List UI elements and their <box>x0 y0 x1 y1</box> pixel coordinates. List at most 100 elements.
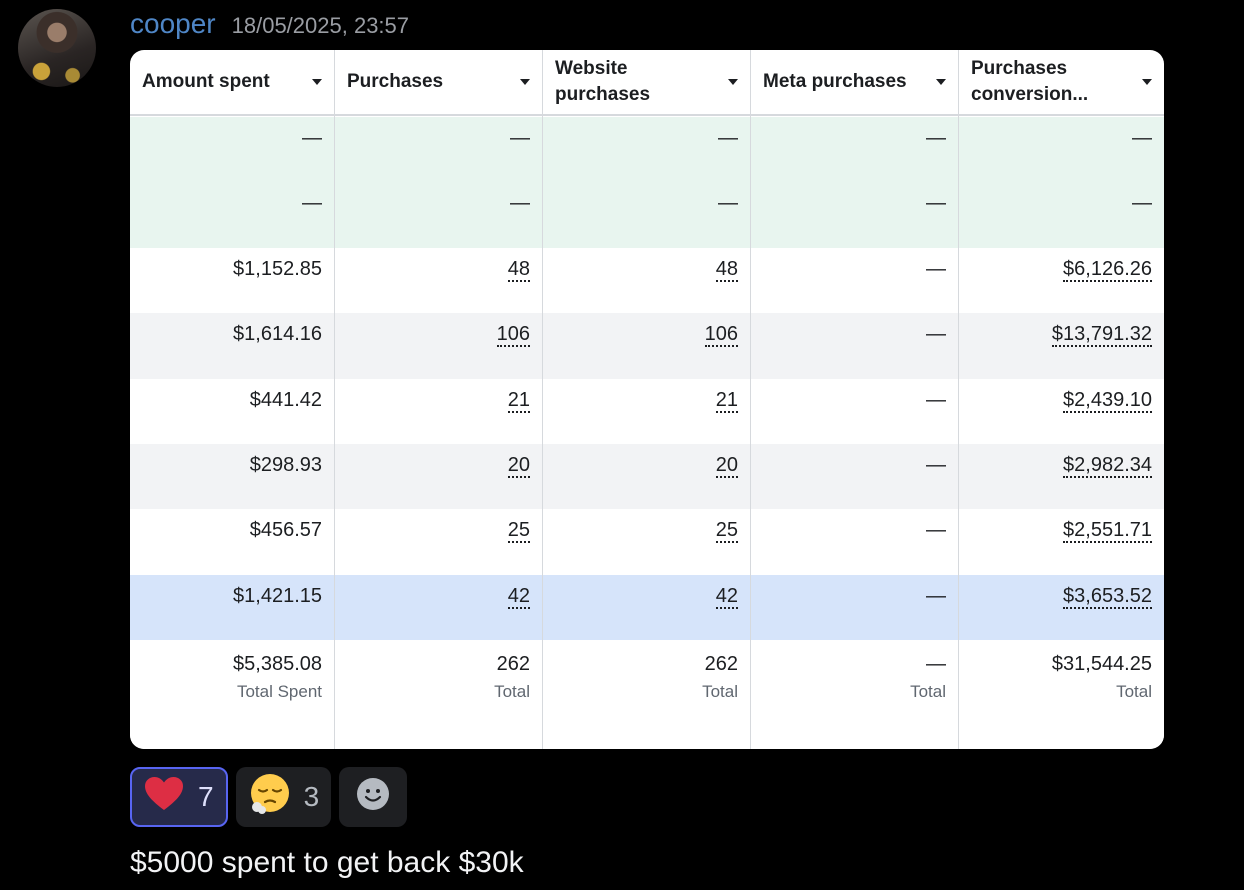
cell-link[interactable]: $2,982.34 <box>1063 454 1152 478</box>
total-value: 262 <box>704 653 738 675</box>
table-cell: $298.93 <box>130 444 334 509</box>
cell-value: — <box>926 257 946 280</box>
cell-link[interactable]: 42 <box>715 584 738 609</box>
total-cell: $31,544.25 Total <box>959 641 1164 749</box>
cell-value: — <box>926 454 946 476</box>
avatar[interactable] <box>18 9 96 87</box>
cell-value: — <box>302 192 322 215</box>
table-cell: — <box>543 182 750 247</box>
table-cell[interactable]: $13,791.32 <box>959 313 1164 378</box>
table-header: Amount spent Purchases Website purchases… <box>130 50 1164 116</box>
table-cell[interactable]: 106 <box>335 313 542 378</box>
table-cell: — <box>751 509 958 574</box>
table-cell[interactable]: 42 <box>543 575 750 640</box>
table-cell[interactable]: 20 <box>543 444 750 509</box>
heart-icon <box>144 776 184 819</box>
add-reaction-button[interactable] <box>339 767 408 827</box>
table-cell[interactable]: 21 <box>335 379 542 444</box>
total-cell: $5,385.08 Total Spent <box>130 641 334 749</box>
cell-value: — <box>926 388 946 411</box>
table-cell: — <box>751 117 958 182</box>
relieved-sigh-face-icon <box>248 773 290 822</box>
cell-link[interactable]: $3,653.52 <box>1063 584 1152 609</box>
table-cell: — <box>959 182 1164 247</box>
cell-value: — <box>718 127 738 149</box>
column-header-purchases: Purchases <box>335 50 542 114</box>
column-header-label: Meta purchases <box>763 71 907 92</box>
table-cell[interactable]: 42 <box>335 575 542 640</box>
cell-link[interactable]: $2,551.71 <box>1063 519 1152 544</box>
cell-link[interactable]: 106 <box>704 323 738 348</box>
totals-row: $5,385.08 Total Spent 262 Total 262 Tota… <box>130 641 1164 749</box>
table-row: $441.42 21 21 — $2,439.10 <box>130 378 1164 444</box>
cell-value: $298.93 <box>249 454 322 476</box>
total-label: Total Spent <box>236 682 322 701</box>
table-cell[interactable]: 48 <box>543 248 750 313</box>
table-cell[interactable]: $2,551.71 <box>959 509 1164 574</box>
table-cell[interactable]: 25 <box>335 509 542 574</box>
table-cell[interactable]: $6,126.26 <box>959 248 1164 313</box>
cell-link[interactable]: 42 <box>507 584 530 609</box>
table-cell: — <box>130 182 334 247</box>
cell-link[interactable]: 20 <box>715 454 738 478</box>
total-value: — <box>926 653 946 675</box>
cell-value: — <box>510 127 530 149</box>
column-divider <box>958 50 959 749</box>
cell-value: $456.57 <box>249 519 322 542</box>
column-header-label: Purchases conversion... <box>971 58 1089 105</box>
cell-value: — <box>926 584 946 607</box>
column-header-website-purchases: Website purchases <box>543 50 750 114</box>
cell-link[interactable]: 48 <box>507 257 530 282</box>
cell-link[interactable]: $13,791.32 <box>1051 323 1152 348</box>
column-header-meta-purchases: Meta purchases <box>751 50 958 114</box>
total-value: 262 <box>496 653 530 675</box>
cell-link[interactable]: 20 <box>507 454 530 478</box>
table-cell: — <box>959 117 1164 182</box>
cell-link[interactable]: $6,126.26 <box>1063 257 1152 282</box>
table-cell[interactable]: 106 <box>543 313 750 378</box>
total-value: $31,544.25 <box>1051 653 1152 675</box>
table-cell: — <box>751 575 958 640</box>
total-value: $5,385.08 <box>233 653 322 675</box>
table-row: $1,152.85 48 48 — $6,126.26 <box>130 247 1164 314</box>
cell-link[interactable]: 48 <box>715 257 738 282</box>
cell-link[interactable]: 21 <box>715 388 738 413</box>
table-cell: — <box>751 379 958 444</box>
sort-caret-icon <box>1142 79 1152 85</box>
username[interactable]: cooper <box>130 8 216 39</box>
total-label: Total <box>910 682 946 701</box>
sort-caret-icon <box>936 79 946 85</box>
reaction-heart[interactable]: 7 <box>130 767 228 827</box>
table-cell[interactable]: 48 <box>335 248 542 313</box>
ads-table-screenshot: Amount spent Purchases Website purchases… <box>130 50 1164 749</box>
table-cell[interactable]: 25 <box>543 509 750 574</box>
reaction-relieved-face[interactable]: 3 <box>235 767 332 827</box>
table-cell[interactable]: $2,439.10 <box>959 379 1164 444</box>
column-header-label: Website purchases <box>555 58 651 105</box>
table-row: $456.57 25 25 — $2,551.71 <box>130 509 1164 575</box>
total-cell: 262 Total <box>543 641 750 749</box>
cell-link[interactable]: 106 <box>496 323 530 348</box>
column-header-amount-spent: Amount spent <box>130 50 334 114</box>
table-cell[interactable]: $3,653.52 <box>959 575 1164 640</box>
cell-link[interactable]: $2,439.10 <box>1063 388 1152 413</box>
sort-caret-icon <box>728 79 738 85</box>
reaction-count: 3 <box>303 781 320 812</box>
table-row: — — — — — <box>130 182 1164 248</box>
cell-link[interactable]: 21 <box>507 388 530 413</box>
table-row: — — — — — <box>130 117 1164 183</box>
table-cell[interactable]: 21 <box>543 379 750 444</box>
table-cell[interactable]: $2,982.34 <box>959 444 1164 509</box>
table-cell: — <box>335 182 542 247</box>
cell-link[interactable]: 25 <box>715 519 738 544</box>
timestamp: 18/05/2025, 23:57 <box>231 13 410 38</box>
table-cell: — <box>751 313 958 378</box>
table-cell[interactable]: 20 <box>335 444 542 509</box>
cell-value: — <box>1132 127 1152 149</box>
reactions-bar: 7 3 <box>130 767 408 827</box>
add-reaction-icon <box>356 777 390 818</box>
table-row: $298.93 20 20 — $2,982.34 <box>130 444 1164 510</box>
cell-link[interactable]: 25 <box>507 519 530 544</box>
cell-value: — <box>510 192 530 215</box>
table-cell: — <box>335 117 542 182</box>
